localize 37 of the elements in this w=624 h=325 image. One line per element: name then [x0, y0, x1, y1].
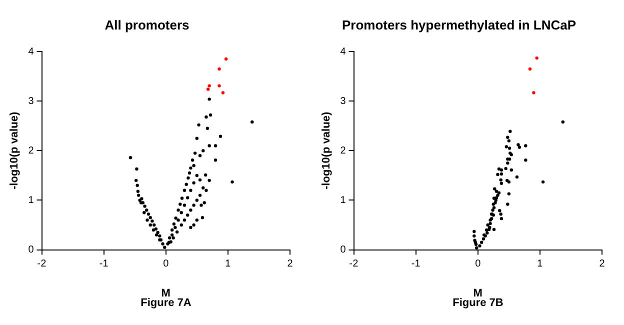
- y-tick-label: 2: [28, 145, 34, 156]
- x-tick-label: 1: [225, 258, 232, 270]
- x-axis-title: M: [473, 287, 482, 300]
- y-axis-title: -log10(p value): [8, 112, 21, 190]
- x-tick-label: 0: [163, 258, 170, 270]
- point: [532, 91, 536, 94]
- x-tick-label: -2: [37, 258, 47, 270]
- point: [218, 67, 221, 71]
- point: [206, 88, 210, 91]
- caption: Figure 7B: [452, 297, 504, 309]
- point: [528, 67, 532, 71]
- x-tick-label: -1: [99, 258, 109, 270]
- x-axis-title: M: [161, 287, 170, 300]
- x-tick-label: 0: [475, 258, 482, 270]
- point: [535, 56, 538, 60]
- caption: Figure 7A: [140, 297, 192, 309]
- point: [218, 84, 221, 88]
- y-tick-label: 1: [340, 195, 346, 206]
- y-tick-label: 0: [28, 244, 34, 256]
- y-tick-label: 4: [28, 46, 34, 58]
- x-tick-label: -2: [349, 258, 359, 270]
- y-tick-label: 3: [28, 96, 34, 107]
- point: [224, 57, 228, 61]
- point: [221, 91, 225, 94]
- y-tick-label: 2: [340, 145, 346, 156]
- chart-title: All promoters: [104, 17, 190, 32]
- y-tick-label: 4: [340, 46, 346, 58]
- x-tick-label: 2: [599, 258, 606, 270]
- x-tick-label: 1: [537, 258, 544, 270]
- chart-title: Promoters hypermethylated in LNCaP: [342, 17, 576, 32]
- x-tick-label: -1: [411, 258, 421, 270]
- y-tick-label: 3: [340, 96, 346, 107]
- y-axis-title: -log10(p value): [320, 112, 333, 190]
- point: [208, 84, 211, 88]
- x-tick-label: 2: [287, 258, 294, 270]
- y-tick-label: 0: [340, 244, 346, 256]
- y-tick-label: 1: [28, 195, 34, 206]
